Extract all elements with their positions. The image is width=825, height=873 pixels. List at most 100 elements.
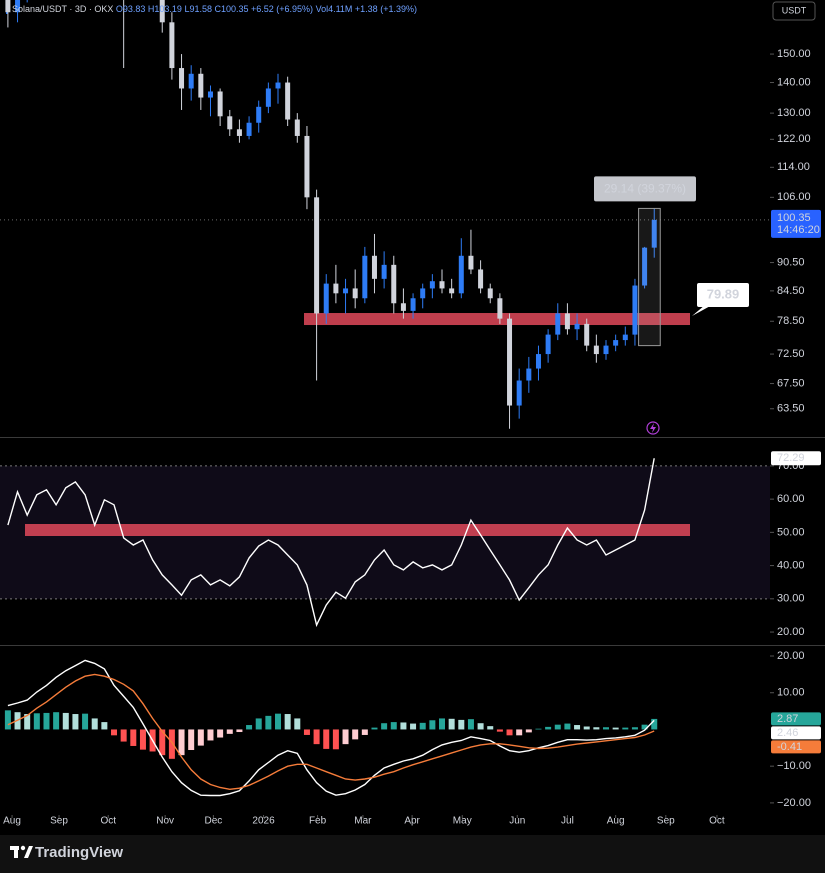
histogram-bar [574, 725, 581, 730]
histogram-bar [381, 723, 388, 730]
x-tick-label: May [453, 816, 472, 827]
histogram-bar [284, 714, 291, 730]
candle-body [487, 288, 493, 299]
alert-icon-bolt [650, 423, 656, 433]
candle-body [381, 264, 387, 279]
histogram-bar [91, 718, 98, 730]
candle-body [400, 303, 406, 311]
candle-body [449, 288, 455, 294]
histogram-bar [130, 729, 137, 746]
candle-body [333, 283, 339, 294]
histogram-bar [33, 713, 40, 730]
candle-body [574, 323, 580, 330]
currency-button-frame[interactable] [772, 1, 816, 21]
candle-body [207, 91, 213, 98]
macd-axis: 20.00 10.00 −10.00 −20.00 2.87 2.46 -0.41 [770, 650, 821, 809]
macd-line [7, 673, 655, 791]
legend-volume: Vol4.11M +1.38 (+1.39%) [316, 4, 417, 14]
candle-body [159, 0, 165, 23]
alert-icon [646, 421, 660, 435]
histogram-bar [197, 729, 204, 746]
histogram-bar [603, 727, 610, 730]
macd-last-label-bg [771, 726, 821, 740]
candle-body [507, 318, 513, 406]
y-tick-label: 84.50 [777, 285, 805, 297]
candle-body [227, 116, 233, 130]
candle-body [535, 354, 541, 369]
measure-label: 29.14 (39.37%) [604, 182, 686, 196]
histogram-bar [236, 729, 243, 733]
x-tick-label: Sep [657, 816, 675, 827]
histogram-bar [332, 729, 339, 750]
candle-body [391, 264, 397, 304]
logo-text: TradingView [35, 844, 123, 861]
histogram-bar [448, 718, 455, 730]
histogram-bar [72, 714, 79, 730]
y-tick-label: 72.50 [777, 348, 805, 360]
x-axis: Aug Sep Oct Nov Dec 2026 Feb Mar Apr May Jun Jul Aug… [3, 815, 725, 827]
x-tick-label: Sep [50, 816, 68, 827]
histogram-bar [506, 729, 513, 736]
candle-body [613, 340, 619, 346]
price-axis: 150.00 140.00 130.00 122.00 114.00 106.00 90.5… [770, 48, 821, 415]
candle-body [458, 255, 464, 294]
level-callout: 79.89 [707, 286, 740, 301]
candle-body [236, 129, 242, 136]
candle-body [256, 106, 262, 123]
candle-body [410, 298, 416, 311]
y-tick-label: 60.00 [777, 493, 805, 505]
logo-mark [14, 846, 18, 858]
histogram-bar [24, 714, 31, 730]
histogram-bar [429, 720, 436, 730]
y-tick-label: 30.00 [777, 593, 805, 605]
histogram-bar [342, 729, 349, 745]
candle-body [439, 281, 445, 289]
y-tick-label: 10.00 [777, 687, 805, 699]
histogram-bar [101, 722, 108, 730]
histogram-bar [4, 710, 11, 730]
x-tick-label: Oct [100, 816, 116, 827]
legend: Solana/USDT · 3D · OKX O93.83 H103.19 L9… [12, 4, 417, 14]
histogram-bar [53, 712, 60, 730]
level-pointer [692, 305, 712, 317]
x-tick-label: Apr [404, 816, 420, 827]
candle-body [526, 368, 532, 381]
histogram-bar [246, 725, 253, 730]
histogram-bar [477, 723, 484, 730]
histogram-bar [593, 727, 600, 730]
histogram-bar [159, 729, 166, 756]
currency-button[interactable]: USDT [772, 1, 816, 21]
histogram-bar [361, 729, 368, 735]
histogram-bar [43, 712, 50, 730]
histogram-last-label-bg [771, 712, 821, 726]
histogram-bar [487, 726, 494, 730]
histogram-bar [217, 729, 224, 738]
currency-label[interactable]: USDT [782, 5, 807, 15]
histogram-bar [516, 729, 523, 736]
histogram-bar [535, 728, 542, 730]
y-tick-label: 67.50 [777, 377, 805, 389]
histogram-bar [545, 726, 552, 730]
rsi-last-label: 72.29 [777, 452, 805, 464]
histogram-bar [371, 727, 378, 730]
histogram-bar [111, 729, 118, 736]
macd-plot [4, 659, 658, 797]
candle-body [429, 281, 435, 289]
histogram-bar [255, 718, 262, 730]
histogram-bar [120, 729, 127, 742]
candle-body [179, 68, 185, 89]
x-tick-label: Dec [204, 816, 222, 827]
x-tick-label: Oct [709, 816, 725, 827]
histogram-bar [496, 729, 503, 732]
y-tick-label: 122.00 [777, 133, 811, 145]
histogram-bar [410, 723, 417, 730]
x-tick-label: Mar [354, 816, 372, 827]
support-zone [304, 313, 690, 326]
candle-body [246, 122, 252, 136]
logo-mark [24, 846, 33, 858]
histogram-bar [641, 724, 648, 730]
histogram-bar [303, 729, 310, 735]
histogram-bar [323, 729, 330, 749]
logo-mark [20, 845, 26, 851]
histogram-bar [226, 729, 233, 734]
